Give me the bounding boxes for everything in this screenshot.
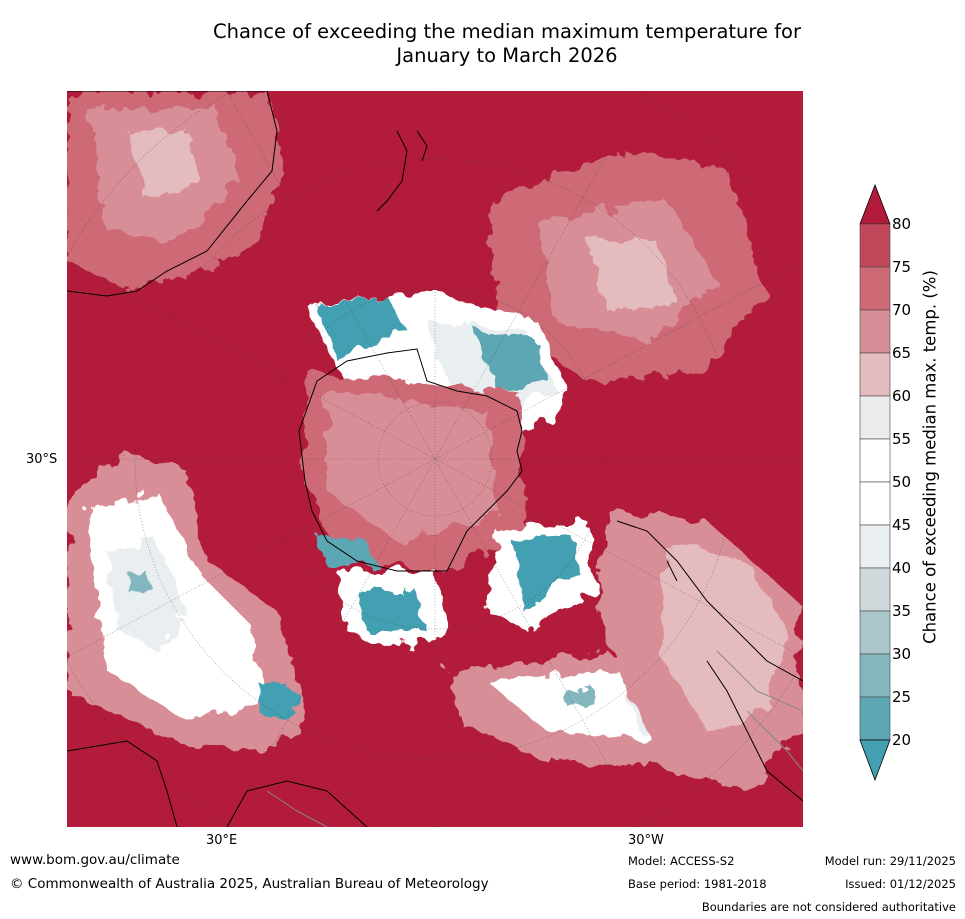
colorbar-tick-label: 40 <box>892 559 912 577</box>
latitude-label-30s: 30°S <box>26 452 58 467</box>
colorbar-swatch <box>859 567 891 612</box>
map-svg <box>67 91 803 827</box>
colorbar-swatch <box>859 266 891 311</box>
colorbar-tick-label: 80 <box>892 215 912 233</box>
colorbar-tick-label: 65 <box>892 344 912 362</box>
colorbar-swatch <box>859 653 891 698</box>
colorbar-swatch <box>859 395 891 440</box>
colorbar-lower-arrow <box>859 739 891 782</box>
copyright-text: © Commonwealth of Australia 2025, Austra… <box>10 876 489 892</box>
boundary-disclaimer: Boundaries are not considered authoritat… <box>701 900 956 914</box>
graticule <box>67 91 803 827</box>
colorbar-tick-label: 60 <box>892 387 912 405</box>
colorbar-tick-label: 45 <box>892 516 912 534</box>
colorbar-swatches <box>859 183 891 782</box>
longitude-label-30e: 30°E <box>206 833 238 848</box>
longitude-label-30w: 30°W <box>628 833 664 848</box>
colorbar-upper-arrow <box>859 183 891 225</box>
colorbar-tick-label: 20 <box>892 731 912 749</box>
base-period: Base period: 1981-2018 <box>628 877 767 891</box>
colorbar-tick-label: 75 <box>892 258 912 276</box>
chart-title: Chance of exceeding the median maximum t… <box>67 20 947 68</box>
colorbar-swatch <box>859 524 891 569</box>
issued-date: Issued: 01/12/2025 <box>845 877 956 891</box>
colorbar-tick-label: 25 <box>892 688 912 706</box>
title-line-1: Chance of exceeding the median maximum t… <box>212 20 802 43</box>
coastlines <box>67 91 803 827</box>
colorbar-tick-label: 30 <box>892 645 912 663</box>
colorbar-swatch <box>859 610 891 655</box>
colorbar-swatch <box>859 352 891 397</box>
title-line-2: January to March 2026 <box>396 44 618 67</box>
country-borders <box>266 650 803 827</box>
colorbar-tick-label: 55 <box>892 430 912 448</box>
model-name: Model: ACCESS-S2 <box>628 854 735 868</box>
colorbar-swatch <box>859 481 891 526</box>
colorbar <box>859 183 891 782</box>
forecast-map[interactable] <box>67 91 803 827</box>
colorbar-tick-label: 50 <box>892 473 912 491</box>
colorbar-swatch <box>859 223 891 268</box>
colorbar-swatch <box>859 696 891 741</box>
probability-patches <box>67 91 803 791</box>
model-run-date: Model run: 29/11/2025 <box>824 854 956 868</box>
source-url[interactable]: www.bom.gov.au/climate <box>10 852 180 868</box>
colorbar-swatch <box>859 309 891 354</box>
colorbar-label: Chance of exceeding median max. temp. (%… <box>920 270 940 644</box>
colorbar-tick-label: 35 <box>892 602 912 620</box>
colorbar-tick-label: 70 <box>892 301 912 319</box>
colorbar-swatch <box>859 438 891 483</box>
